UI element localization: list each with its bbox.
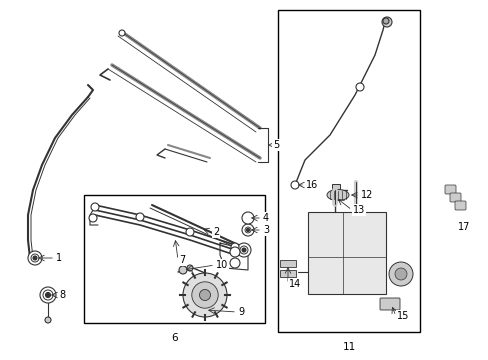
Bar (84, 195, 264, 323)
Circle shape (290, 181, 298, 189)
FancyBboxPatch shape (444, 185, 455, 194)
Text: 14: 14 (288, 279, 301, 289)
Ellipse shape (326, 189, 348, 201)
Text: 15: 15 (396, 311, 408, 321)
Text: 11: 11 (342, 342, 355, 352)
Circle shape (179, 266, 186, 274)
Bar (332, 184, 340, 194)
Text: 3: 3 (263, 225, 268, 235)
Circle shape (33, 256, 37, 260)
Circle shape (89, 214, 97, 222)
Circle shape (183, 273, 226, 317)
Bar (280, 260, 295, 267)
Circle shape (237, 243, 250, 257)
Circle shape (45, 292, 50, 297)
FancyBboxPatch shape (379, 298, 399, 310)
Circle shape (355, 83, 363, 91)
Circle shape (381, 17, 391, 27)
Circle shape (240, 246, 247, 254)
Text: 8: 8 (59, 290, 65, 300)
Text: 7: 7 (179, 255, 185, 265)
Circle shape (186, 265, 193, 271)
Circle shape (229, 247, 240, 257)
Bar (278, 10, 419, 332)
Circle shape (119, 30, 125, 36)
Text: 6: 6 (171, 333, 178, 343)
Text: 2: 2 (213, 227, 219, 237)
Text: 9: 9 (238, 307, 244, 317)
FancyBboxPatch shape (454, 201, 465, 210)
Circle shape (382, 18, 388, 24)
Circle shape (191, 282, 218, 308)
Circle shape (43, 290, 53, 300)
Text: 1: 1 (56, 253, 62, 263)
Text: 4: 4 (263, 213, 268, 223)
Circle shape (388, 262, 412, 286)
Circle shape (244, 227, 250, 233)
Text: 13: 13 (352, 205, 365, 215)
Text: 5: 5 (272, 140, 279, 150)
Circle shape (28, 251, 42, 265)
Circle shape (185, 228, 194, 236)
Circle shape (242, 224, 253, 236)
Circle shape (229, 258, 240, 268)
Circle shape (242, 248, 245, 252)
Bar (280, 270, 295, 277)
Circle shape (394, 268, 406, 280)
Circle shape (31, 254, 39, 262)
Text: 12: 12 (360, 190, 373, 200)
Circle shape (40, 287, 56, 303)
Circle shape (242, 212, 253, 224)
Circle shape (45, 317, 51, 323)
Bar (307, 212, 385, 294)
Text: 10: 10 (216, 260, 228, 270)
Circle shape (91, 203, 99, 211)
FancyBboxPatch shape (449, 193, 460, 202)
Circle shape (136, 213, 143, 221)
Text: 16: 16 (305, 180, 318, 190)
Circle shape (199, 289, 210, 301)
Text: 17: 17 (457, 222, 469, 232)
Circle shape (230, 243, 239, 251)
Circle shape (246, 229, 249, 231)
